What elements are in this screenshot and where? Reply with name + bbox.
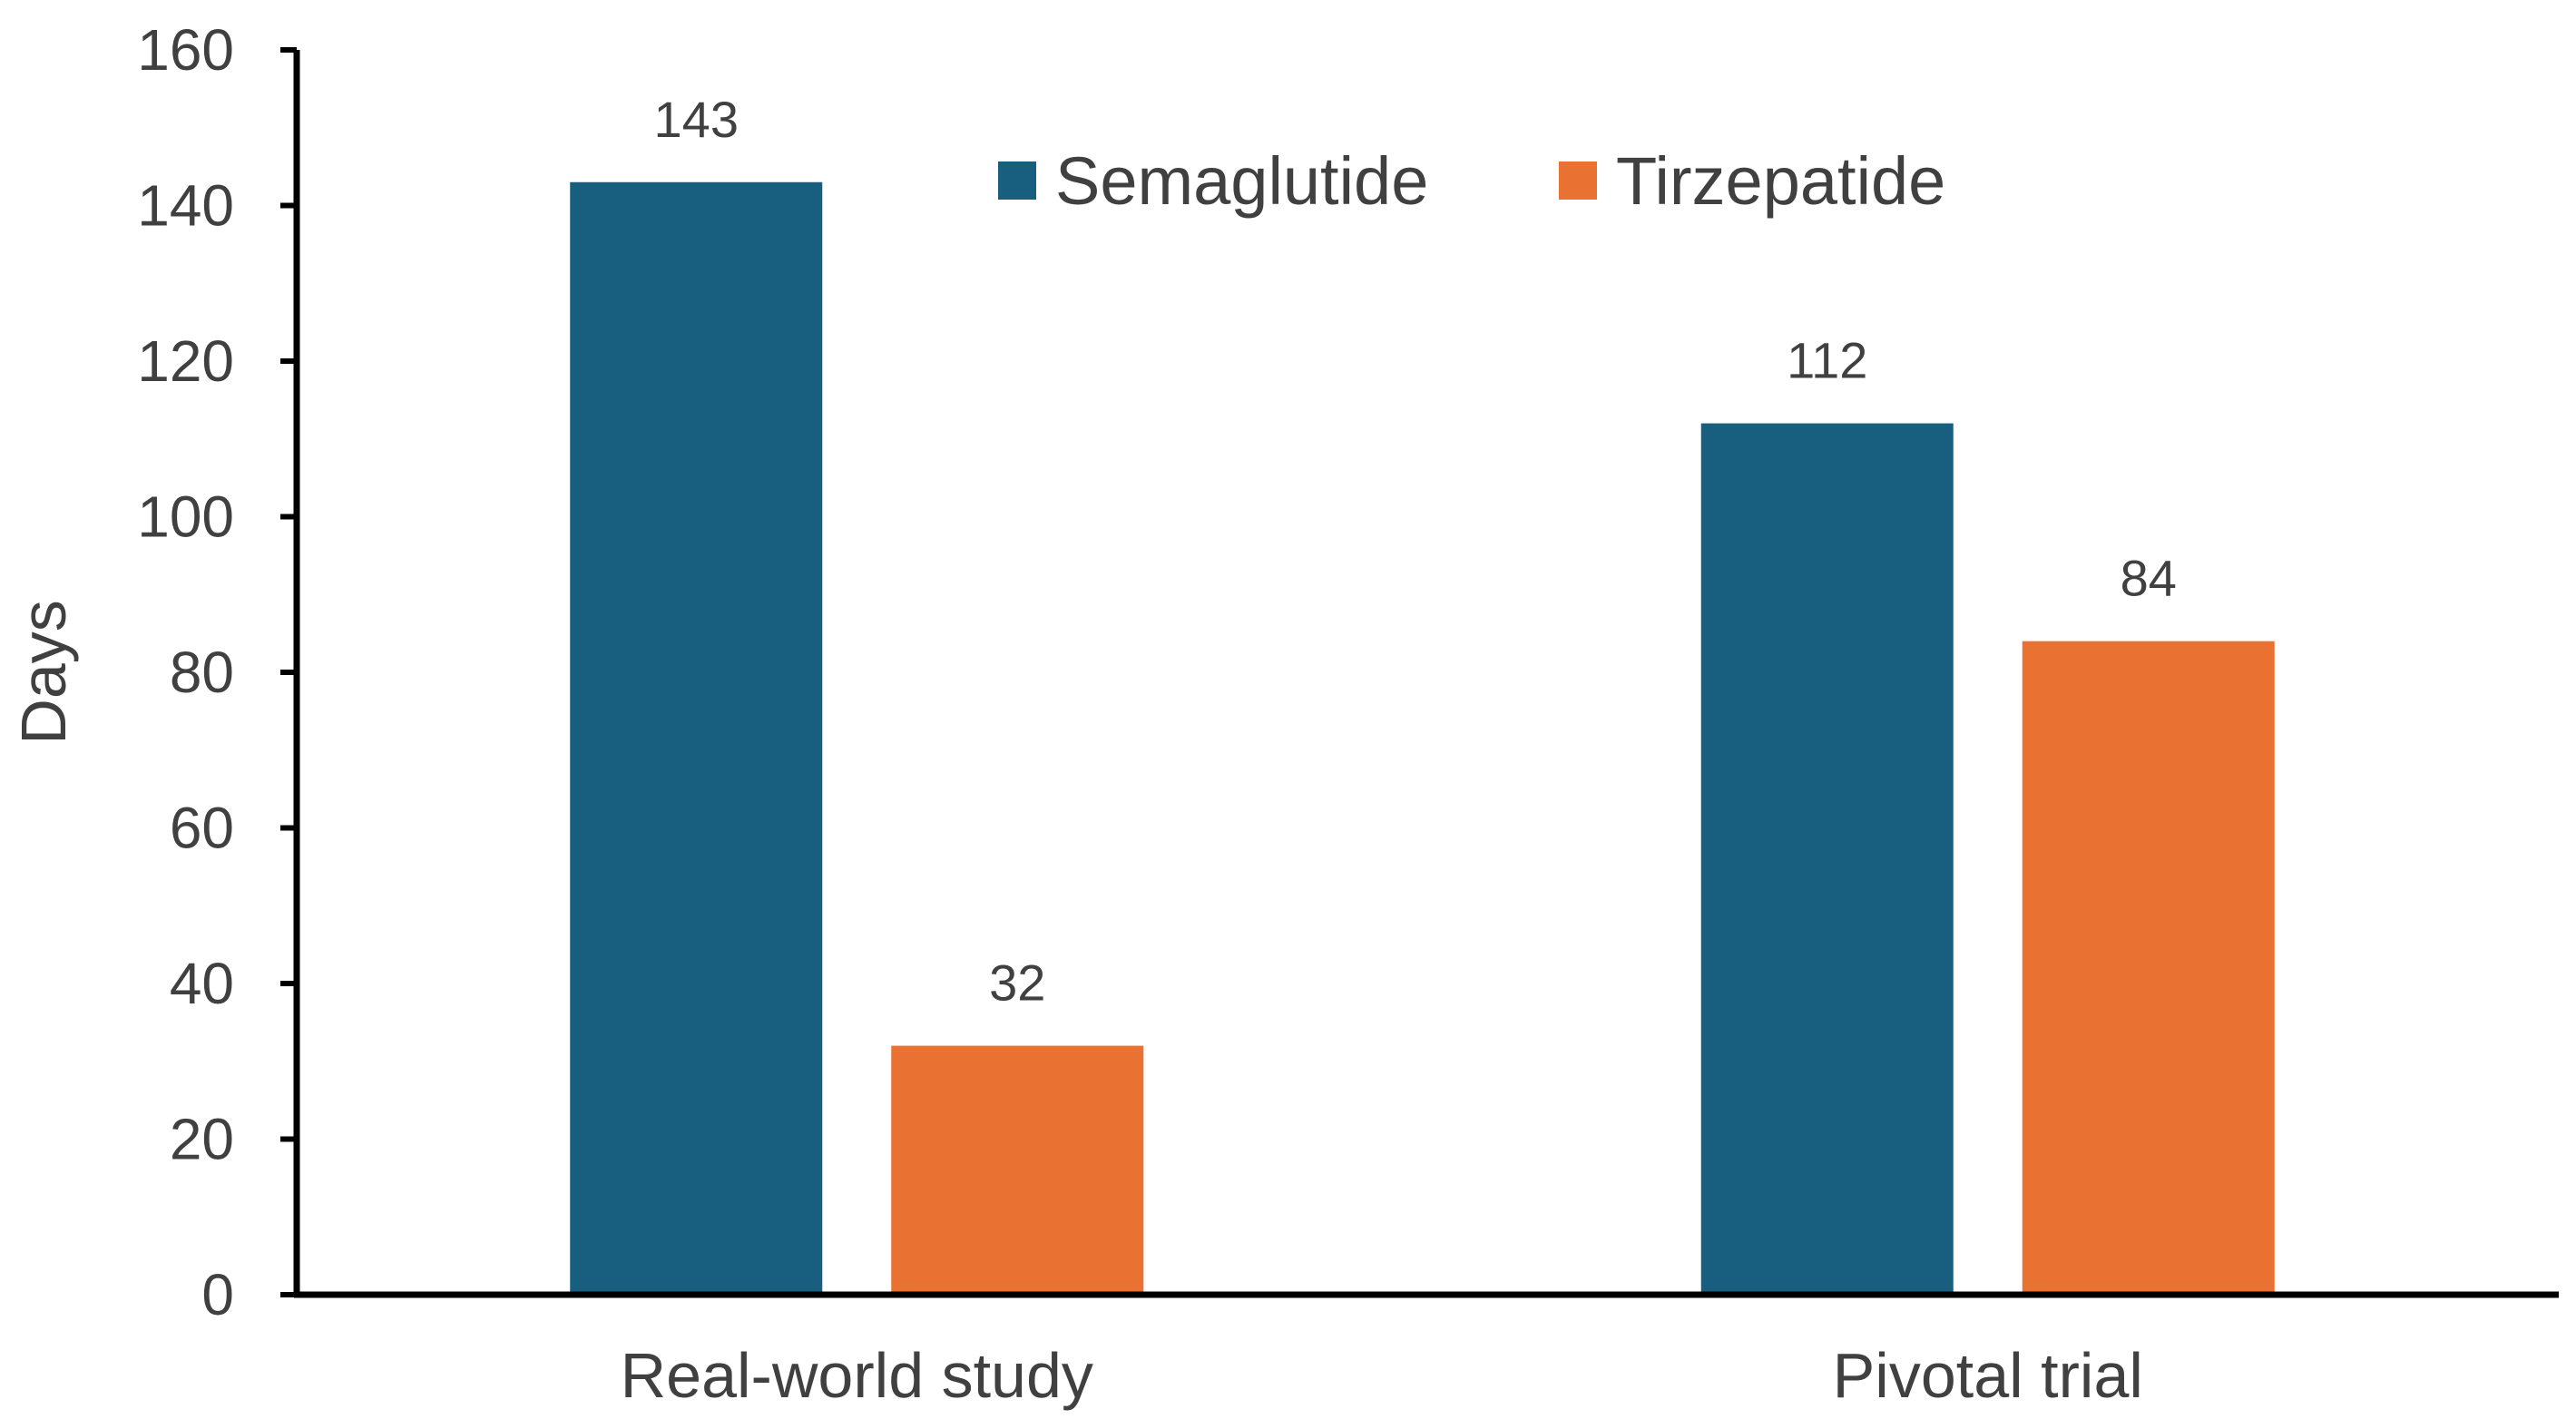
y-tick-label: 0	[201, 1262, 234, 1327]
y-tick-label: 80	[170, 640, 234, 705]
y-tick-label: 40	[170, 951, 234, 1016]
data-label: 143	[654, 91, 739, 148]
bars	[570, 181, 2275, 1296]
legend-label-tirzepatide: Tirzepatide	[1616, 143, 1945, 219]
y-tick-label: 140	[137, 173, 234, 239]
value-labels: 143 32 112 84	[654, 91, 2177, 1012]
bar-semaglutide-1	[1700, 423, 1954, 1296]
y-tick-label: 60	[170, 796, 234, 861]
data-label: 32	[989, 954, 1045, 1012]
axes	[293, 50, 2559, 1298]
data-label: 84	[2121, 550, 2177, 607]
y-axis-title: Days	[8, 600, 79, 744]
x-category-label: Pivotal trial	[1833, 1340, 2143, 1411]
bar-semaglutide-0	[570, 181, 823, 1295]
bar-tirzepatide-1	[2022, 641, 2275, 1295]
y-tick-label: 160	[137, 17, 234, 83]
x-category-label: Real-world study	[621, 1340, 1093, 1411]
y-tick-label: 20	[170, 1107, 234, 1172]
y-axis-ticks: 0 20 40 60 80 100 120 140 160	[137, 17, 297, 1327]
legend: Semaglutide Tirzepatide	[998, 143, 1945, 219]
legend-swatch-semaglutide	[998, 161, 1036, 200]
bar-tirzepatide-0	[891, 1045, 1144, 1295]
data-label: 112	[1787, 332, 1867, 389]
legend-swatch-tirzepatide	[1559, 161, 1597, 200]
y-tick-label: 120	[137, 328, 234, 394]
x-axis-category-labels: Real-world study Pivotal trial	[621, 1340, 2143, 1411]
y-tick-label: 100	[137, 484, 234, 550]
legend-label-semaglutide: Semaglutide	[1055, 143, 1428, 219]
